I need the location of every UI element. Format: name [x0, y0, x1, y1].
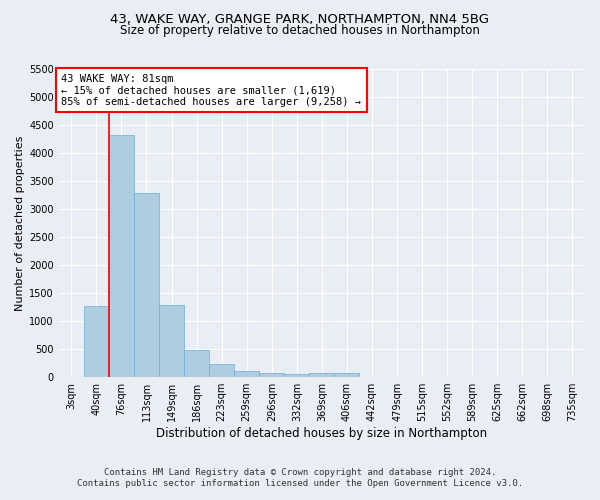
Bar — [310, 373, 334, 377]
Bar — [259, 373, 284, 377]
Text: Contains HM Land Registry data © Crown copyright and database right 2024.
Contai: Contains HM Land Registry data © Crown c… — [77, 468, 523, 487]
Y-axis label: Number of detached properties: Number of detached properties — [15, 136, 25, 310]
Bar — [284, 374, 310, 377]
Text: 43 WAKE WAY: 81sqm
← 15% of detached houses are smaller (1,619)
85% of semi-deta: 43 WAKE WAY: 81sqm ← 15% of detached hou… — [61, 74, 361, 107]
Bar — [209, 364, 234, 377]
Bar — [234, 372, 259, 377]
Bar — [159, 305, 184, 377]
Bar — [109, 134, 134, 377]
Text: 43, WAKE WAY, GRANGE PARK, NORTHAMPTON, NN4 5BG: 43, WAKE WAY, GRANGE PARK, NORTHAMPTON, … — [110, 12, 490, 26]
Bar — [84, 306, 109, 377]
X-axis label: Distribution of detached houses by size in Northampton: Distribution of detached houses by size … — [157, 427, 487, 440]
Bar — [134, 193, 159, 377]
Bar — [184, 350, 209, 377]
Bar — [334, 374, 359, 377]
Text: Size of property relative to detached houses in Northampton: Size of property relative to detached ho… — [120, 24, 480, 37]
